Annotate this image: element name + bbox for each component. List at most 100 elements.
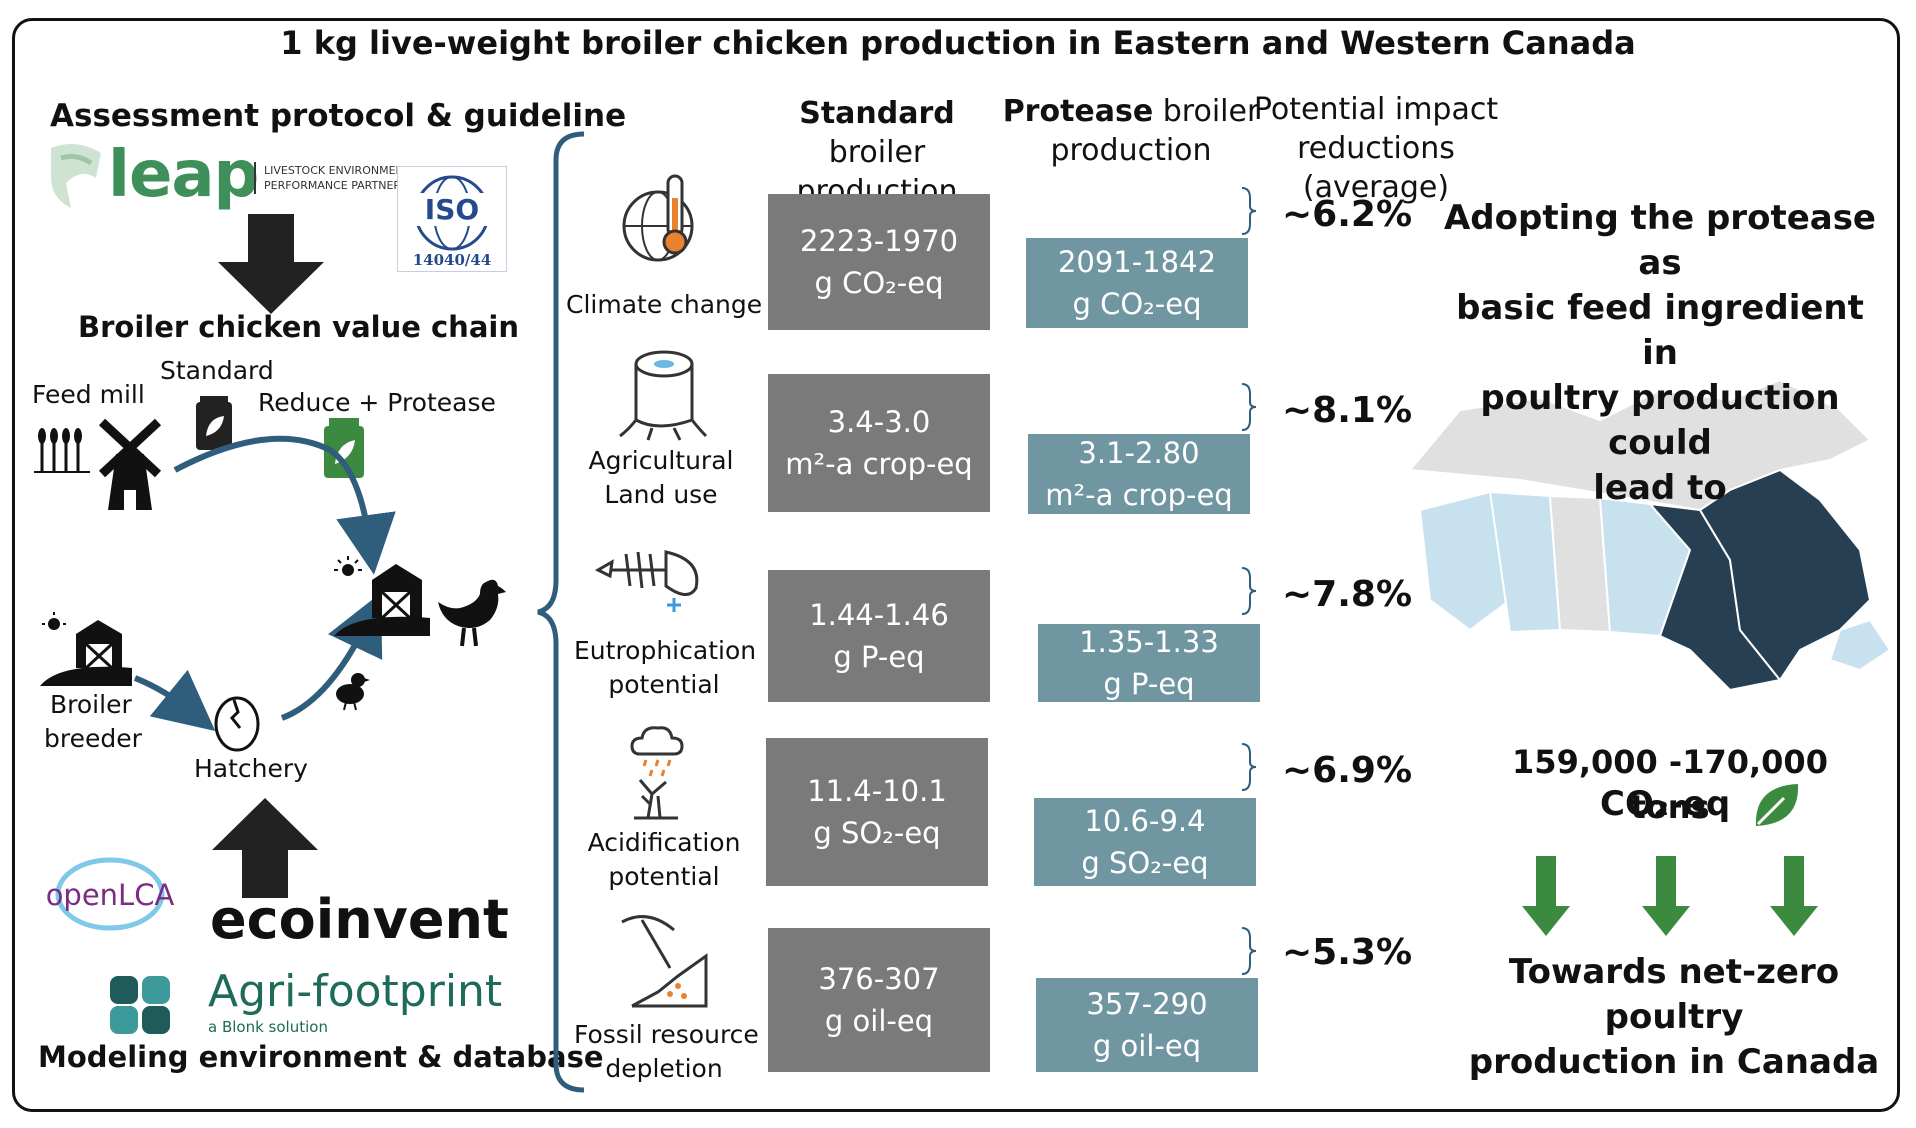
agrifootprint-emblem-icon: [110, 976, 170, 1034]
protease-unit-eutro: g P-eq: [1103, 667, 1195, 701]
pickaxe-mine-icon: [621, 915, 708, 1008]
modeling-heading: Modeling environment & database: [38, 1040, 604, 1074]
leap-divider: [254, 162, 256, 194]
reduction-brace-fossil: [1241, 927, 1257, 975]
agrifootprint-logo: Agri-footprint: [208, 966, 503, 1017]
standard-value-acid: 11.4-10.1: [807, 774, 947, 808]
standard-column-header: Standard broiler production: [752, 94, 1002, 211]
protocol-heading: Assessment protocol & guideline: [50, 98, 627, 134]
protease-value-box-acid: 10.6-9.4 g SO₂-eq: [1034, 798, 1256, 886]
protease-value-box-climate: 2091-1842 g CO₂-eq: [1026, 238, 1248, 328]
standard-header-bold: Standard: [799, 96, 955, 131]
broiler-breeder-label-1: Broiler: [50, 690, 132, 719]
reduction-column-header: Potential impact reductions (average): [1228, 90, 1524, 207]
protease-value-land: 3.1-2.80: [1078, 436, 1200, 470]
protease-value-box-eutro: 1.35-1.33 g P-eq: [1038, 624, 1260, 702]
towards-line-2: production in Canada: [1468, 1042, 1880, 1082]
reduction-brace-acid: [1241, 743, 1257, 791]
reduction-brace-climate: [1241, 187, 1257, 235]
figure-title: 1 kg live-weight broiler chicken product…: [280, 24, 1636, 62]
standard-value-box-fossil: 376-307 g oil-eq: [768, 928, 990, 1072]
iso-number: 14040/44: [412, 251, 492, 269]
agrifootprint-subtitle: a Blonk solution: [208, 1018, 328, 1036]
impact-label-land-2: Land use: [604, 480, 718, 509]
broiler-farm-icon: [334, 556, 430, 636]
green-down-arrow-icon-3: [1770, 856, 1818, 936]
protease-value-fossil: 357-290: [1086, 987, 1208, 1021]
curly-brace: [537, 131, 585, 1093]
standard-feed-label: Standard: [160, 356, 274, 385]
figure-frame: [12, 18, 1900, 1112]
leap-emblem-icon: [46, 138, 106, 216]
reduction-acid: ~6.9%: [1282, 750, 1413, 791]
breeder-farm-icon: [40, 612, 132, 686]
chick-icon: [336, 673, 370, 711]
standard-header-rest: broiler: [828, 135, 926, 170]
standard-value-climate: 2223-1970: [799, 224, 959, 258]
down-arrow-icon: [218, 214, 324, 314]
protease-header-rest: broiler: [1162, 94, 1260, 129]
leap-caption-line-2: PERFORMANCE PARTNERS: [264, 179, 409, 192]
standard-unit-fossil: g oil-eq: [824, 1004, 934, 1038]
protease-header-line-2: production: [1050, 133, 1212, 168]
up-arrow-icon: [212, 798, 318, 898]
feed-to-farm-arrow: [173, 435, 396, 575]
protease-value-climate: 2091-1842: [1057, 245, 1217, 279]
towards-text: Towards net-zero poultry production in C…: [1454, 950, 1894, 1085]
impact-label-fossil-2: depletion: [605, 1054, 723, 1083]
climate-globe-thermometer-icon: [622, 174, 694, 262]
ecoinvent-logo: ecoinvent: [210, 888, 509, 951]
standard-unit-climate: g CO₂-eq: [814, 266, 944, 300]
leaf-icon: [1755, 784, 1799, 826]
impact-label-climate-1: Climate change: [566, 290, 763, 319]
standard-value-land: 3.4-3.0: [827, 405, 931, 439]
impact-label-land-1: Agricultural: [588, 446, 734, 475]
value-chain-arrows: [133, 435, 396, 731]
reduction-climate: ~6.2%: [1282, 194, 1413, 235]
hatchery-label: Hatchery: [194, 754, 308, 783]
adopting-text: Adopting the protease as basic feed ingr…: [1440, 196, 1880, 511]
standard-unit-eutro: g P-eq: [833, 640, 925, 674]
map-northern-territories: [1408, 378, 1872, 512]
canada-map: [1408, 378, 1892, 692]
protease-value-box-land: 3.1-2.80 m²-a crop-eq: [1028, 434, 1250, 514]
green-down-arrow-icon-2: [1642, 856, 1690, 936]
hatchery-to-farm-arrow: [280, 592, 383, 721]
reduction-brace-eutro: [1241, 567, 1257, 615]
standard-value-eutro: 1.44-1.46: [809, 598, 949, 632]
impact-label-eutro-1: Eutrophication: [574, 636, 757, 665]
protease-column-header: Protease broiler production: [1002, 92, 1260, 170]
map-british-columbia: [1418, 490, 1512, 632]
map-alberta: [1488, 490, 1562, 634]
standard-unit-land: m²-a crop-eq: [785, 447, 973, 481]
egg-icon: [214, 696, 260, 752]
impact-label-acid-2: potential: [608, 862, 720, 891]
impact-label-acid-1: Acidification: [587, 828, 741, 857]
feed-mill-label: Feed mill: [32, 380, 145, 409]
protease-unit-climate: g CO₂-eq: [1072, 287, 1202, 321]
iso-logo: ISO 14040/44: [397, 166, 507, 272]
reduce-protease-label: Reduce + Protease: [258, 388, 496, 417]
protease-unit-fossil: g oil-eq: [1092, 1029, 1202, 1063]
standard-feed-bag-icon: [196, 396, 232, 450]
green-down-arrow-icon-1: [1522, 856, 1570, 936]
iso-text: ISO: [412, 193, 492, 226]
reduction-fossil: ~5.3%: [1282, 932, 1413, 973]
protease-value-box-fossil: 357-290 g oil-eq: [1036, 978, 1258, 1072]
reduction-eutro: ~7.8%: [1282, 574, 1413, 615]
wheat-icon: [34, 428, 90, 473]
standard-unit-acid: g SO₂-eq: [813, 816, 941, 850]
adopting-line-1: Adopting the protease as: [1443, 198, 1876, 283]
openlca-text: openLCA: [45, 878, 175, 912]
reduction-land: ~8.1%: [1282, 390, 1413, 431]
protease-header-bold: Protease: [1002, 94, 1154, 129]
reduction-header-line-2: reductions (average): [1297, 131, 1455, 205]
openlca-ring-icon: [55, 857, 165, 931]
co2-text: CO₂-eq: [1600, 784, 1731, 824]
standard-value-box-climate: 2223-1970 g CO₂-eq: [768, 194, 990, 330]
protease-value-eutro: 1.35-1.33: [1079, 625, 1219, 659]
leap-logo: leap: [108, 138, 259, 212]
tree-stump-icon: [619, 350, 708, 441]
chicken-icon: [438, 579, 506, 647]
impact-label-eutro-2: potential: [608, 670, 720, 699]
